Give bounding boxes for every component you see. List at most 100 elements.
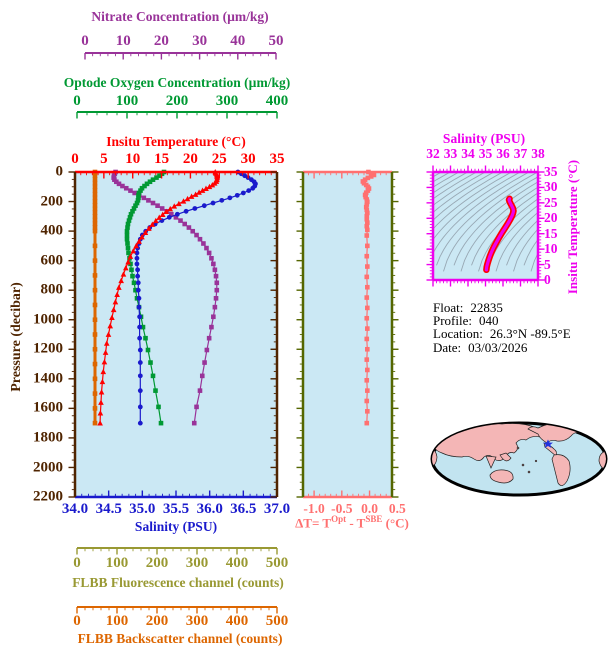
map-seasia — [499, 452, 512, 462]
tick-label: 1000 — [33, 311, 63, 328]
tick-label: 36.5 — [230, 501, 257, 517]
tick-label: 30 — [544, 179, 558, 195]
tick-label: 34.0 — [61, 501, 89, 517]
series-optode-oxygen — [124, 169, 167, 426]
map-eurasia — [433, 423, 542, 461]
map-india — [485, 455, 497, 469]
tick-label: 36.0 — [196, 501, 223, 517]
tick-label: 15 — [154, 151, 170, 167]
tick-label: 0 — [544, 272, 551, 287]
date-label: Date: — [433, 339, 462, 355]
pressure-axis — [68, 171, 77, 498]
map-island — [516, 446, 520, 450]
float-label: Float: — [433, 300, 464, 315]
tick-label: 32 — [426, 146, 440, 161]
world-map — [430, 421, 608, 497]
tick-label: 37.0 — [263, 501, 291, 517]
tick-label: -0.5 — [331, 501, 353, 516]
ts-left-axis — [426, 171, 435, 281]
ts-top-axis — [432, 165, 539, 174]
tick-label: 0 — [71, 151, 79, 167]
map-island — [534, 459, 538, 463]
series-flbb-backscatter — [92, 169, 98, 426]
delta-right-frame — [390, 171, 399, 498]
main-plot-area — [75, 172, 277, 497]
tick-label: 30 — [192, 33, 208, 49]
tick-label: 1800 — [33, 429, 63, 446]
delta-label-pre: ΔT= T — [295, 515, 332, 531]
tick-label: 5 — [544, 256, 551, 272]
oxygen-axis — [76, 111, 278, 119]
tick-label: 20 — [544, 210, 558, 226]
tick-label: 34 — [461, 146, 475, 161]
map-greenland — [569, 423, 581, 429]
tick-label: 0.0 — [361, 501, 378, 516]
ts-temperature-axis-title: Insitu Temperature (°C) — [565, 159, 580, 295]
tick-label: 35 — [544, 164, 558, 179]
tick-label: 34.5 — [95, 501, 122, 517]
nitrate-axis-title: Nitrate Concentration (µm/kg) — [91, 9, 269, 24]
pressure-axis-title: Pressure (decibar) — [9, 282, 24, 392]
delta-label-mid: - T — [346, 515, 366, 531]
tick-label: 50 — [268, 33, 284, 49]
tick-label: 25 — [211, 151, 227, 167]
tick-label: 200 — [165, 93, 189, 109]
tick-label: 35.5 — [162, 501, 190, 517]
tick-label: 10 — [115, 33, 131, 49]
tick-label: 400 — [265, 93, 289, 109]
tick-label: 35 — [478, 146, 493, 161]
tick-label: 2000 — [33, 459, 63, 475]
tick-label: 600 — [40, 252, 64, 269]
tick-label: 15 — [544, 225, 558, 241]
tick-label: 2200 — [33, 488, 63, 505]
map-australia — [489, 469, 514, 484]
ts-plot-title: Salinity (PSU) — [442, 131, 526, 146]
tick-label: 0.5 — [388, 501, 406, 516]
ts-right-axis — [536, 171, 545, 281]
tick-label: 40 — [230, 33, 246, 49]
tick-label: 500 — [265, 555, 289, 571]
ts-bottom-axis — [432, 278, 539, 287]
tick-label: 0 — [73, 93, 81, 109]
oxygen-axis-title: Optode Oxygen Concentration (µm/kg) — [63, 75, 291, 90]
tick-label: 0 — [55, 163, 64, 180]
tick-label: 20 — [182, 151, 198, 167]
tick-label: 200 — [145, 613, 169, 629]
main-right-frame — [270, 171, 279, 498]
tick-label: 0 — [73, 613, 81, 629]
tick-label: 10 — [544, 241, 558, 257]
tick-label: 200 — [40, 193, 64, 209]
delta-t-axis-label: ΔT= TOpt - TSBE (°C) — [295, 514, 409, 531]
location-value: 26.3°N -89.5°E — [489, 326, 571, 342]
tick-label: 25 — [544, 194, 558, 210]
tick-label: 1600 — [33, 399, 63, 416]
tick-label: 1200 — [33, 340, 63, 357]
float-info-block: Float: 22835 Profile: 040 Location: 26.3°N … — [433, 301, 571, 354]
ts-curve — [484, 197, 516, 272]
tick-label: 400 — [225, 613, 249, 629]
location-label: Location: — [433, 326, 483, 342]
tick-label: 30 — [240, 151, 256, 167]
nitrate-axis — [84, 52, 277, 60]
tick-label: 500 — [265, 613, 289, 629]
tick-label: 35.0 — [129, 501, 156, 517]
tick-label: 300 — [185, 613, 209, 629]
salinity-axis-title: Salinity (PSU) — [134, 519, 218, 534]
map-continents — [432, 423, 606, 486]
tick-label: 20 — [153, 33, 169, 49]
map-island — [527, 470, 531, 474]
tick-label: -1.0 — [303, 501, 325, 516]
tick-label: 400 — [225, 555, 249, 571]
tick-label: 100 — [105, 613, 129, 629]
float-location-marker — [543, 439, 553, 448]
delta-bottom-axis — [302, 490, 393, 499]
map-south-america — [551, 454, 571, 486]
delta-label-sup-sbe: SBE — [365, 514, 383, 524]
tick-label: 400 — [40, 222, 64, 239]
tick-label: 38 — [531, 146, 545, 161]
fluorescence-axis — [76, 547, 278, 555]
delta-label-sup-opt: Opt — [331, 514, 347, 524]
tick-label: 0 — [81, 33, 89, 49]
